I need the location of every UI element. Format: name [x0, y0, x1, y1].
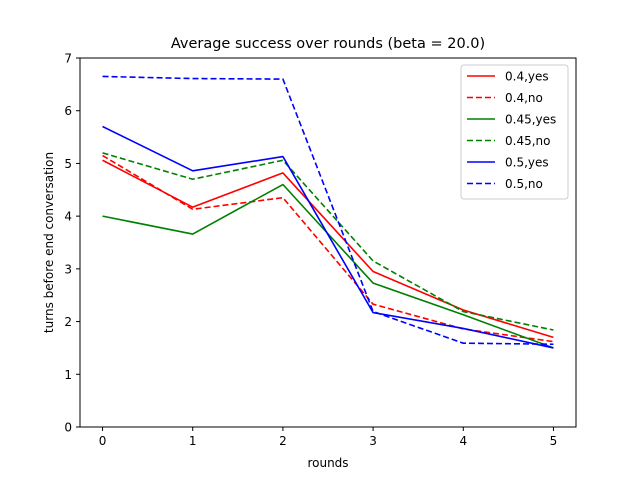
- legend: 0.4,yes 0.4,no 0.45,yes 0.45,no 0.5,yes 0.5,n…: [460, 64, 569, 200]
- chart-title: Average success over rounds (beta = 20.0…: [171, 36, 485, 52]
- series-lines-layer: [102, 75, 554, 349]
- y-tick-label: 1: [64, 368, 72, 382]
- y-tick-label: 7: [64, 52, 72, 66]
- series-line: [102, 152, 554, 331]
- legend-label: 0.45,no: [505, 134, 550, 148]
- y-tick-label: 6: [64, 104, 72, 118]
- x-tick-label: 4: [459, 434, 467, 448]
- legend-label: 0.5,no: [505, 177, 543, 191]
- y-axis-title: turns before end conversation: [42, 152, 56, 333]
- x-tick-label: 5: [550, 434, 558, 448]
- legend-box: [460, 64, 569, 200]
- x-tick-label: 0: [99, 434, 107, 448]
- y-tick-label: 4: [64, 210, 72, 224]
- y-tick-label: 2: [64, 315, 72, 329]
- x-tick-label: 1: [189, 434, 197, 448]
- series-line: [102, 75, 554, 346]
- plot-area-frame: [79, 57, 577, 428]
- legend-label: 0.4,no: [505, 91, 543, 105]
- legend-label: 0.5,yes: [505, 156, 549, 170]
- x-tick-label: 3: [369, 434, 377, 448]
- y-tick-label: 0: [64, 421, 72, 435]
- series-line: [102, 159, 554, 339]
- y-axis-ticks: 0 1 2 3 4 5 6 7: [64, 52, 80, 435]
- series-line: [102, 125, 554, 349]
- y-tick-label: 3: [64, 262, 72, 276]
- x-tick-label: 2: [279, 434, 287, 448]
- x-axis-ticks: 0 1 2 3 4 5: [99, 427, 558, 448]
- series-line: [102, 183, 554, 349]
- y-tick-label: 5: [64, 157, 72, 171]
- legend-label: 0.45,yes: [505, 113, 556, 127]
- x-axis-title: rounds: [307, 456, 348, 470]
- legend-label: 0.4,yes: [505, 70, 549, 84]
